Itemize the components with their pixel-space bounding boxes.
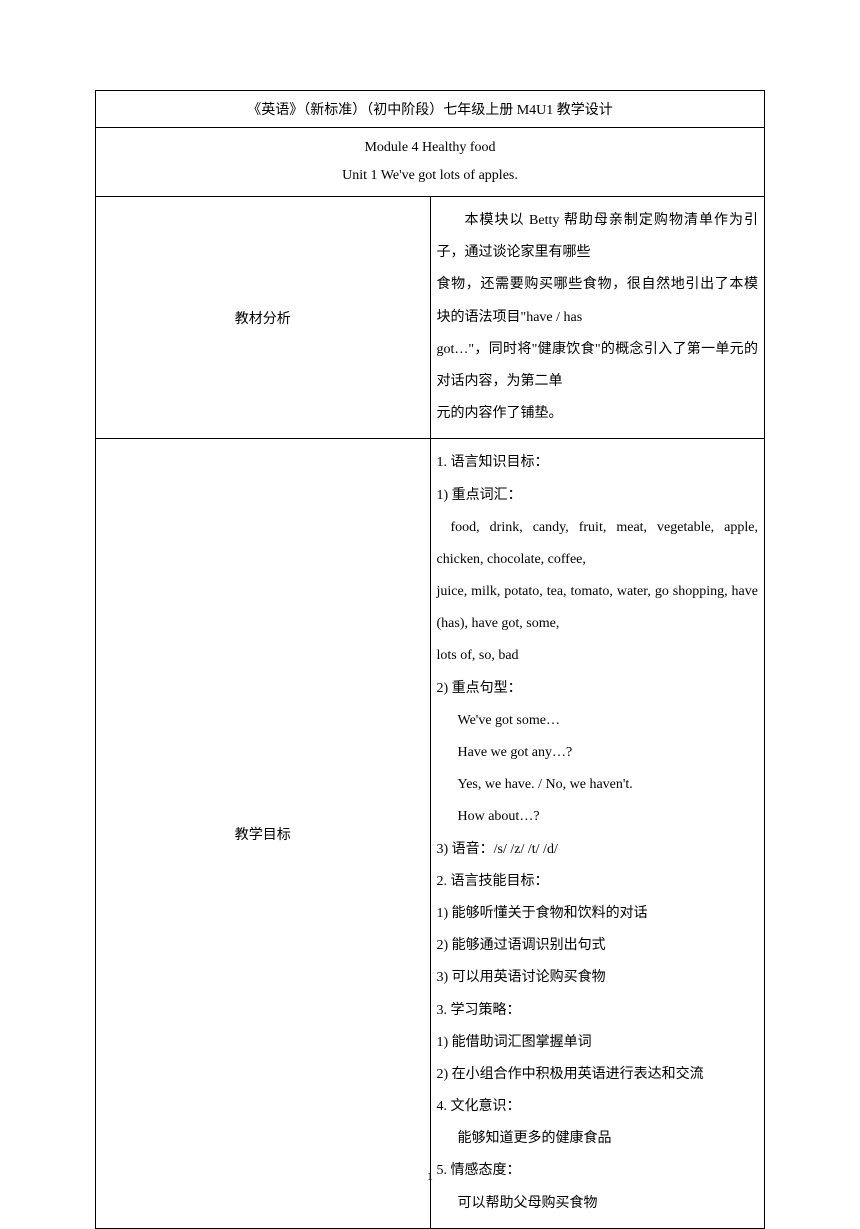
s2-line18: 2) 在小组合作中积极用英语进行表达和交流 bbox=[437, 1059, 759, 1091]
s2-line17: 1) 能借助词汇图掌握单词 bbox=[437, 1027, 759, 1059]
s2-line2: 1) 重点词汇： bbox=[437, 480, 759, 512]
section2-content-cell: 1. 语言知识目标： 1) 重点词汇： food, drink, candy, … bbox=[430, 439, 765, 1229]
section2-label-cell: 教学目标 bbox=[96, 439, 431, 1229]
s2-line15: 3) 可以用英语讨论购买食物 bbox=[437, 962, 759, 994]
subtitle-row: Module 4 Healthy food Unit 1 We've got l… bbox=[96, 128, 765, 197]
s2-line5: lots of, so, bad bbox=[437, 640, 759, 672]
s2-line12: 2. 语言技能目标： bbox=[437, 866, 759, 898]
s2-line14: 2) 能够通过语调识别出句式 bbox=[437, 930, 759, 962]
s2-line16: 3. 学习策略： bbox=[437, 995, 759, 1027]
section1-line3: got…"，同时将"健康饮食"的概念引入了第一单元的对话内容，为第二单 bbox=[437, 334, 759, 398]
s2-line22: 可以帮助父母购买食物 bbox=[437, 1188, 759, 1220]
module-title: Module 4 Healthy food bbox=[102, 134, 758, 162]
s2-line4: juice, milk, potato, tea, tomato, water,… bbox=[437, 576, 759, 640]
section1-line4: 元的内容作了铺垫。 bbox=[437, 398, 759, 430]
section1-line2: 食物，还需要购买哪些食物，很自然地引出了本模块的语法项目"have / has bbox=[437, 269, 759, 333]
s2-line19: 4. 文化意识： bbox=[437, 1091, 759, 1123]
s2-line8: Have we got any…? bbox=[437, 737, 759, 769]
s2-line20: 能够知道更多的健康食品 bbox=[437, 1123, 759, 1155]
s2-line9: Yes, we have. / No, we haven't. bbox=[437, 769, 759, 801]
lesson-plan-table: 《英语》（新标准）（初中阶段）七年级上册 M4U1 教学设计 Module 4 … bbox=[95, 90, 765, 1229]
unit-title: Unit 1 We've got lots of apples. bbox=[102, 162, 758, 190]
section2-label: 教学目标 bbox=[235, 828, 291, 843]
s2-line11: 3) 语音：/s/ /z/ /t/ /d/ bbox=[437, 834, 759, 866]
section1-label-cell: 教材分析 bbox=[96, 197, 431, 439]
title-row: 《英语》（新标准）（初中阶段）七年级上册 M4U1 教学设计 bbox=[96, 91, 765, 128]
document-title: 《英语》（新标准）（初中阶段）七年级上册 M4U1 教学设计 bbox=[247, 103, 613, 118]
page-number: 1 bbox=[0, 1169, 860, 1184]
s2-line10: How about…? bbox=[437, 801, 759, 833]
s2-line3: food, drink, candy, fruit, meat, vegetab… bbox=[437, 512, 759, 576]
s2-line1: 1. 语言知识目标： bbox=[437, 447, 759, 479]
section1-line1: 本模块以 Betty 帮助母亲制定购物清单作为引子，通过谈论家里有哪些 bbox=[437, 205, 759, 269]
section1-content-cell: 本模块以 Betty 帮助母亲制定购物清单作为引子，通过谈论家里有哪些 食物，还… bbox=[430, 197, 765, 439]
s2-line6: 2) 重点句型： bbox=[437, 673, 759, 705]
s2-line7: We've got some… bbox=[437, 705, 759, 737]
section1-label: 教材分析 bbox=[235, 312, 291, 327]
s2-line13: 1) 能够听懂关于食物和饮料的对话 bbox=[437, 898, 759, 930]
